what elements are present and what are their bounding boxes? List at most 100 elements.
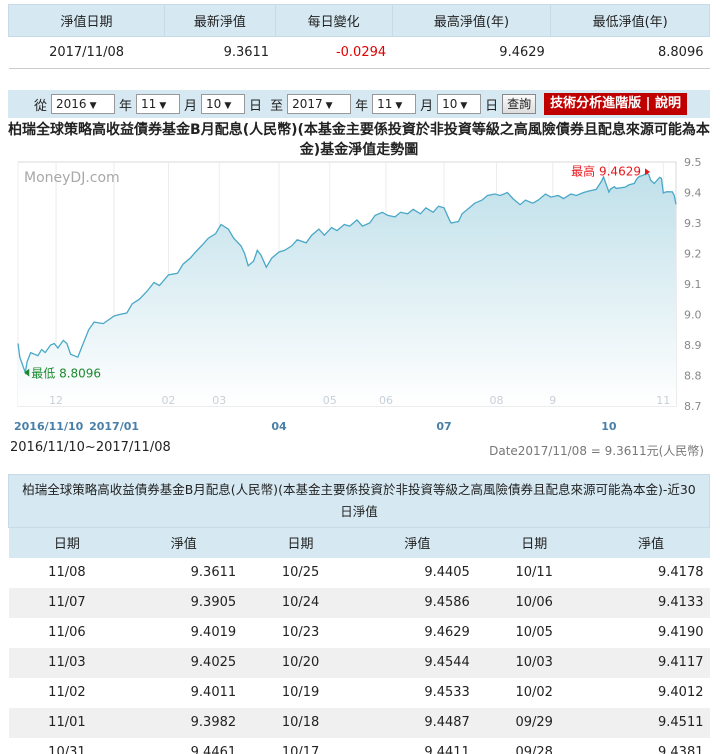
- nav-trend-chart: 9.5 9.4 9.3 9.2 9.1 9.0 8.9 8.8 8.7 2016/11/10 12 2…: [14, 158, 702, 433]
- y-tick-label: 8.7: [684, 400, 702, 413]
- cell-nav: 9.4405: [424, 565, 470, 580]
- cell-date: 11/01: [8, 707, 126, 738]
- date-query-bar: 從 2016 ▼ 年 11 ▼ 月 10 ▼ 日 至 2017 ▼ 年 11 ▼ 月 10…: [8, 90, 710, 118]
- chevron-down-icon: ▼: [159, 101, 167, 111]
- cell-nav: 9.4461: [190, 745, 237, 754]
- cell-nav: 9.4533: [424, 685, 470, 700]
- table-row: 10/31 9.4461 10/17 9.4411 09/28 9.4381: [9, 738, 710, 754]
- y-tick-label: 9.4: [684, 187, 702, 200]
- cell-date: 11/07: [8, 587, 126, 618]
- month-label: 月: [184, 98, 198, 114]
- cell-date: 10/03: [475, 647, 593, 678]
- cell-nav: 9.4544: [358, 647, 476, 678]
- cell-date: 10/02: [515, 685, 553, 700]
- y-tick-label: 8.8: [684, 370, 702, 383]
- summary-header-change: 每日變化: [274, 4, 393, 37]
- table-row: 11/03 9.4025 10/20 9.4544 10/03 9.4117: [8, 647, 710, 678]
- date-range-text: 2016/11/10~2017/11/08: [10, 440, 171, 455]
- cell-nav: 9.4011: [190, 685, 237, 700]
- cell-date: 10/17: [281, 745, 320, 754]
- cell-nav: 9.4012: [658, 685, 704, 700]
- x-tick-label: 2017/01: [89, 420, 139, 433]
- cell-nav: 9.4629: [424, 625, 470, 640]
- x-tick-label: 2016/11/10: [14, 420, 84, 433]
- from-day-select[interactable]: 10 ▼: [201, 94, 246, 114]
- table-row: 11/02 9.4011 10/19 9.4533 10/02 9.4012: [9, 678, 710, 708]
- technical-analysis-button[interactable]: 技術分析進階版 | 說明: [544, 93, 687, 115]
- cell-nav: 9.4190: [658, 625, 704, 640]
- cell-date: 10/31: [48, 745, 86, 754]
- col-header-nav: 淨值: [358, 527, 476, 558]
- x-tick-label: 06: [379, 394, 393, 407]
- y-tick-label: 9.3: [684, 217, 702, 230]
- max-label: 最高 9.4629: [571, 163, 641, 178]
- cell-date: 11/08: [48, 565, 86, 580]
- chevron-down-icon: ▼: [89, 101, 97, 111]
- summary-header-year-low: 最低淨值(年): [550, 4, 710, 37]
- to-month-select[interactable]: 11 ▼: [372, 94, 417, 114]
- cell-nav: 9.4411: [424, 745, 470, 754]
- min-label: 最低 8.8096: [31, 367, 101, 381]
- x-tick-label: 9: [549, 394, 556, 407]
- summary-daily-change: -0.0294: [275, 36, 393, 69]
- col-header-nav: 淨值: [592, 527, 710, 558]
- cell-nav: 9.4178: [658, 565, 704, 580]
- day-label: 日: [485, 98, 499, 114]
- summary-year-low: 8.8096: [550, 36, 710, 69]
- table-row: 11/08 9.3611 10/25 9.4405 10/11 9.4178: [9, 558, 710, 588]
- x-tick-label: 10: [601, 420, 617, 433]
- series-area: [18, 173, 676, 406]
- chevron-down-icon: ▼: [460, 101, 468, 111]
- summary-header-latest: 最新淨值: [164, 4, 276, 37]
- cell-nav: 9.3905: [125, 587, 243, 618]
- cell-date: 10/25: [281, 565, 320, 580]
- x-tick-label: 07: [436, 420, 451, 433]
- to-day-select[interactable]: 10 ▼: [437, 94, 482, 114]
- to-year-select[interactable]: 2017 ▼: [287, 94, 352, 114]
- cell-date: 10/23: [281, 625, 320, 640]
- cell-nav: 9.4133: [592, 587, 710, 618]
- summary-latest-nav: 9.3611: [164, 36, 276, 69]
- y-tick-label: 9.2: [684, 248, 702, 261]
- x-tick-label: 12: [49, 394, 63, 407]
- cell-date: 11/03: [8, 647, 126, 678]
- max-marker: [644, 168, 650, 176]
- y-tick-label: 9.5: [684, 158, 702, 169]
- x-tick-label: 03: [212, 394, 226, 407]
- y-tick-label: 8.9: [684, 339, 702, 352]
- col-header-date: 日期: [242, 527, 359, 558]
- cell-date: 10/05: [515, 625, 553, 640]
- chart-title: 柏瑞全球策略高收益債券基金B月配息(人民幣)(本基金主要係投資於非投資等級之高風…: [8, 122, 710, 158]
- nav-table-caption: 柏瑞全球策略高收益債券基金B月配息(人民幣)(本基金主要係投資於非投資等級之高風…: [8, 474, 710, 528]
- day-label: 日: [249, 98, 263, 114]
- x-tick-label: 05: [323, 394, 337, 407]
- summary-table: 淨值日期 最新淨值 每日變化 最高淨值(年) 最低淨值(年) 2017/11/0…: [7, 4, 710, 69]
- cell-nav: 9.4025: [125, 647, 243, 678]
- month-label: 月: [420, 98, 434, 114]
- from-month-select[interactable]: 11 ▼: [136, 94, 181, 114]
- x-tick-label: 11: [656, 394, 670, 407]
- y-tick-label: 9.1: [684, 278, 702, 291]
- col-header-nav: 淨值: [125, 527, 243, 558]
- cell-nav: 9.4586: [358, 587, 476, 618]
- cell-nav: 9.4019: [190, 625, 237, 640]
- to-label: 至: [270, 98, 284, 114]
- cell-date: 10/11: [515, 565, 553, 580]
- x-tick-label: 04: [271, 420, 287, 433]
- min-marker: [24, 368, 30, 377]
- query-button[interactable]: 查詢: [502, 94, 537, 114]
- chevron-down-icon: ▼: [325, 101, 333, 111]
- cell-nav: 9.3982: [125, 707, 243, 738]
- nav-30-day-table: 柏瑞全球策略高收益債券基金B月配息(人民幣)(本基金主要係投資於非投資等級之高風…: [8, 474, 710, 754]
- from-year-select[interactable]: 2016 ▼: [51, 94, 116, 114]
- latest-date-value: Date2017/11/08 = 9.3611元(人民幣): [489, 444, 704, 458]
- year-label: 年: [119, 98, 133, 114]
- x-tick-label: 08: [490, 394, 504, 407]
- summary-header-date: 淨值日期: [7, 4, 166, 37]
- chevron-down-icon: ▼: [395, 101, 403, 111]
- cell-date: 09/28: [515, 745, 553, 754]
- cell-date: 11/02: [48, 685, 86, 700]
- cell-nav: 9.4487: [358, 707, 476, 738]
- cell-date: 10/20: [242, 647, 359, 678]
- cell-nav: 9.3611: [190, 565, 237, 580]
